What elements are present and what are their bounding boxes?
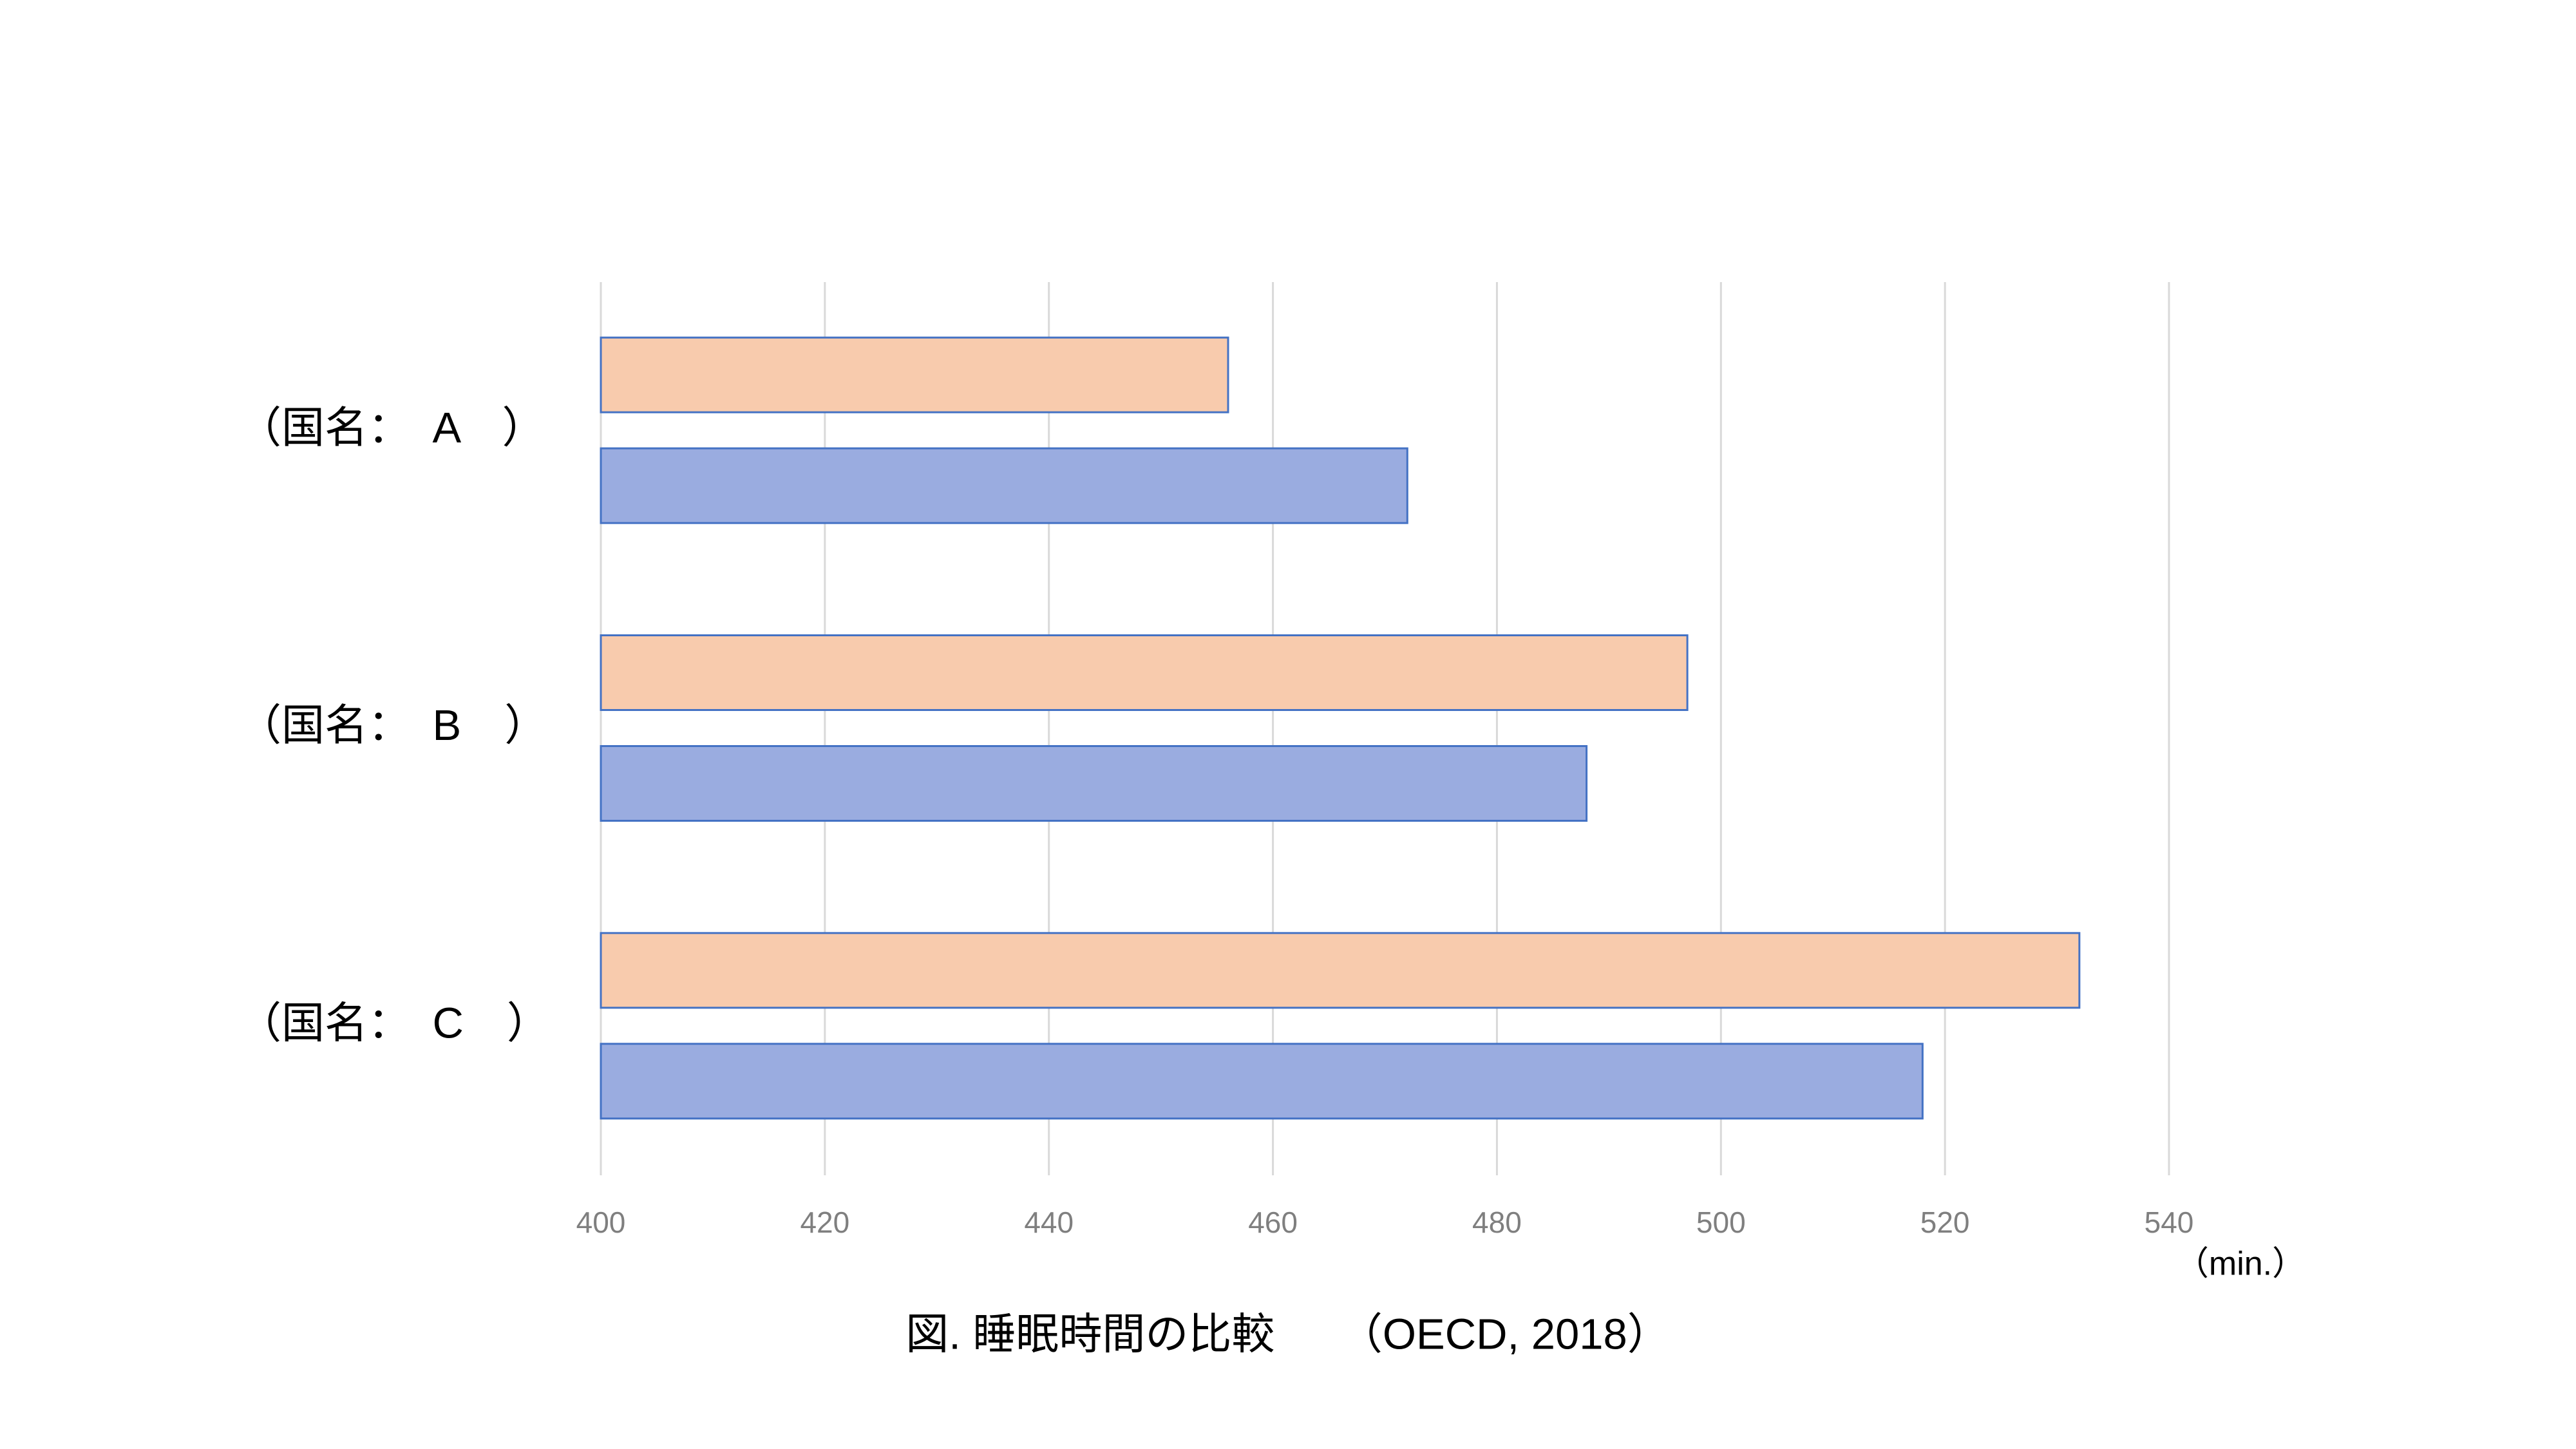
y-tick-label: （国名： B ） bbox=[238, 701, 547, 750]
bar bbox=[600, 634, 1689, 711]
x-tick-label: 500 bbox=[1696, 1206, 1746, 1239]
bar bbox=[600, 1043, 1924, 1120]
y-tick-label: （国名： A ） bbox=[238, 404, 545, 452]
bar bbox=[600, 336, 1229, 413]
bar bbox=[600, 932, 2081, 1009]
x-tick-label: 420 bbox=[800, 1206, 849, 1239]
bar bbox=[600, 447, 1408, 524]
y-tick-label: （国名： C ） bbox=[238, 999, 550, 1048]
bar bbox=[600, 745, 1588, 822]
chart-title: 図. 睡眠時間の比較 （OECD, 2018） bbox=[905, 1311, 1671, 1359]
x-tick-label: 440 bbox=[1024, 1206, 1074, 1239]
x-tick-label: 400 bbox=[576, 1206, 626, 1239]
x-tick-label: 520 bbox=[1920, 1206, 1970, 1239]
x-tick-label: 480 bbox=[1472, 1206, 1522, 1239]
x-tick-label: 460 bbox=[1248, 1206, 1298, 1239]
x-axis-label: （min.） bbox=[2175, 1245, 2306, 1283]
x-tick-label: 540 bbox=[2145, 1206, 2194, 1239]
